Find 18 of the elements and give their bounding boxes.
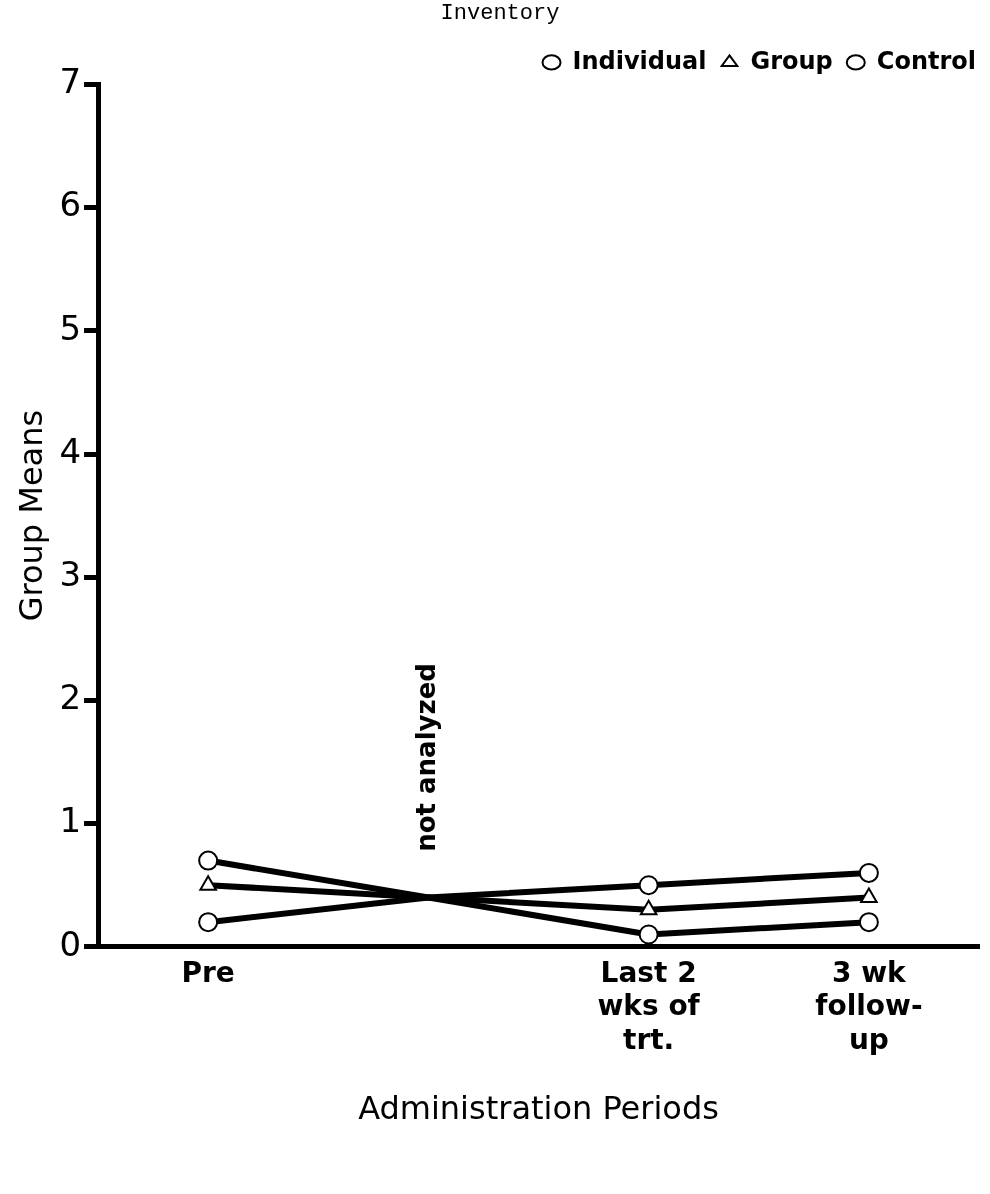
legend-label: Individual (572, 46, 707, 75)
y-tick-label: 6 (59, 184, 82, 225)
annotation: not analyzed (411, 663, 442, 852)
y-tick-label: 7 (59, 61, 82, 102)
y-tick-label: 0 (59, 923, 82, 964)
y-tick-label: 1 (59, 800, 82, 841)
x-tick-label: Pre (181, 955, 235, 989)
legend-label: Group (750, 46, 833, 75)
x-tick-label: 3 wk follow-up (815, 955, 923, 1057)
y-tick-label: 4 (59, 430, 82, 471)
x-axis-title: Administration Periods (358, 1089, 719, 1128)
chart-title: Inventory (440, 1, 560, 27)
y-axis-title: Group Means (11, 409, 50, 622)
y-tick-label: 5 (59, 307, 82, 348)
legend-label: Control (876, 46, 977, 75)
y-tick-label: 2 (59, 677, 82, 718)
x-tick-label: Last 2 wks of trt. (597, 955, 701, 1057)
y-tick-label: 3 (59, 554, 82, 595)
